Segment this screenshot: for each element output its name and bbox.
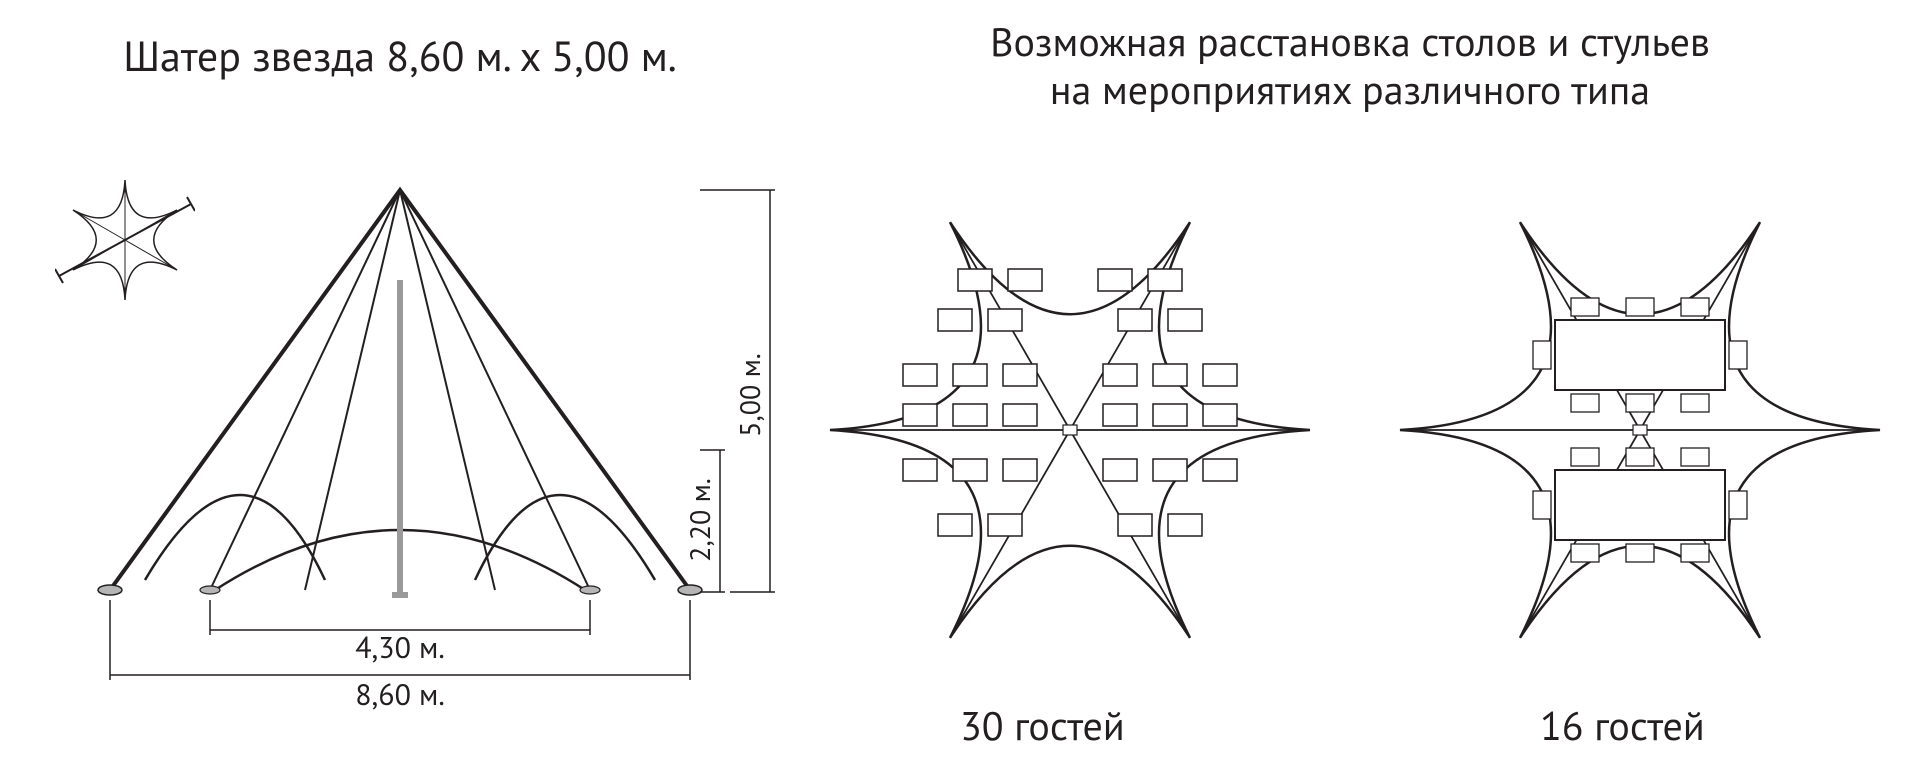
caption-30: 30 гостей (960, 700, 1125, 752)
dim-total-height: 5,00 м. (731, 353, 768, 437)
dim-side-height: 2,20 м. (681, 478, 718, 562)
dim-base-width: 8,60 м. (355, 675, 445, 714)
caption-16: 16 гостей (1540, 700, 1705, 752)
plan-16-guests (1370, 160, 1905, 700)
tent-elevation: 4,30 м. 8,60 м. 2,20 м. 5,00 м. (80, 160, 780, 720)
title-left: Шатер звезда 8,60 м. х 5,00 м. (80, 28, 720, 83)
title-right: Возможная расстановка столов и стульев н… (820, 18, 1880, 114)
page: Шатер звезда 8,60 м. х 5,00 м. Возможная… (0, 0, 1905, 771)
dim-inner-width: 4,30 м. (355, 628, 445, 667)
title-right-line1: Возможная расстановка столов и стульев (820, 18, 1880, 66)
plan-30-guests (800, 160, 1340, 700)
title-right-line2: на мероприятиях различного типа (820, 66, 1880, 114)
